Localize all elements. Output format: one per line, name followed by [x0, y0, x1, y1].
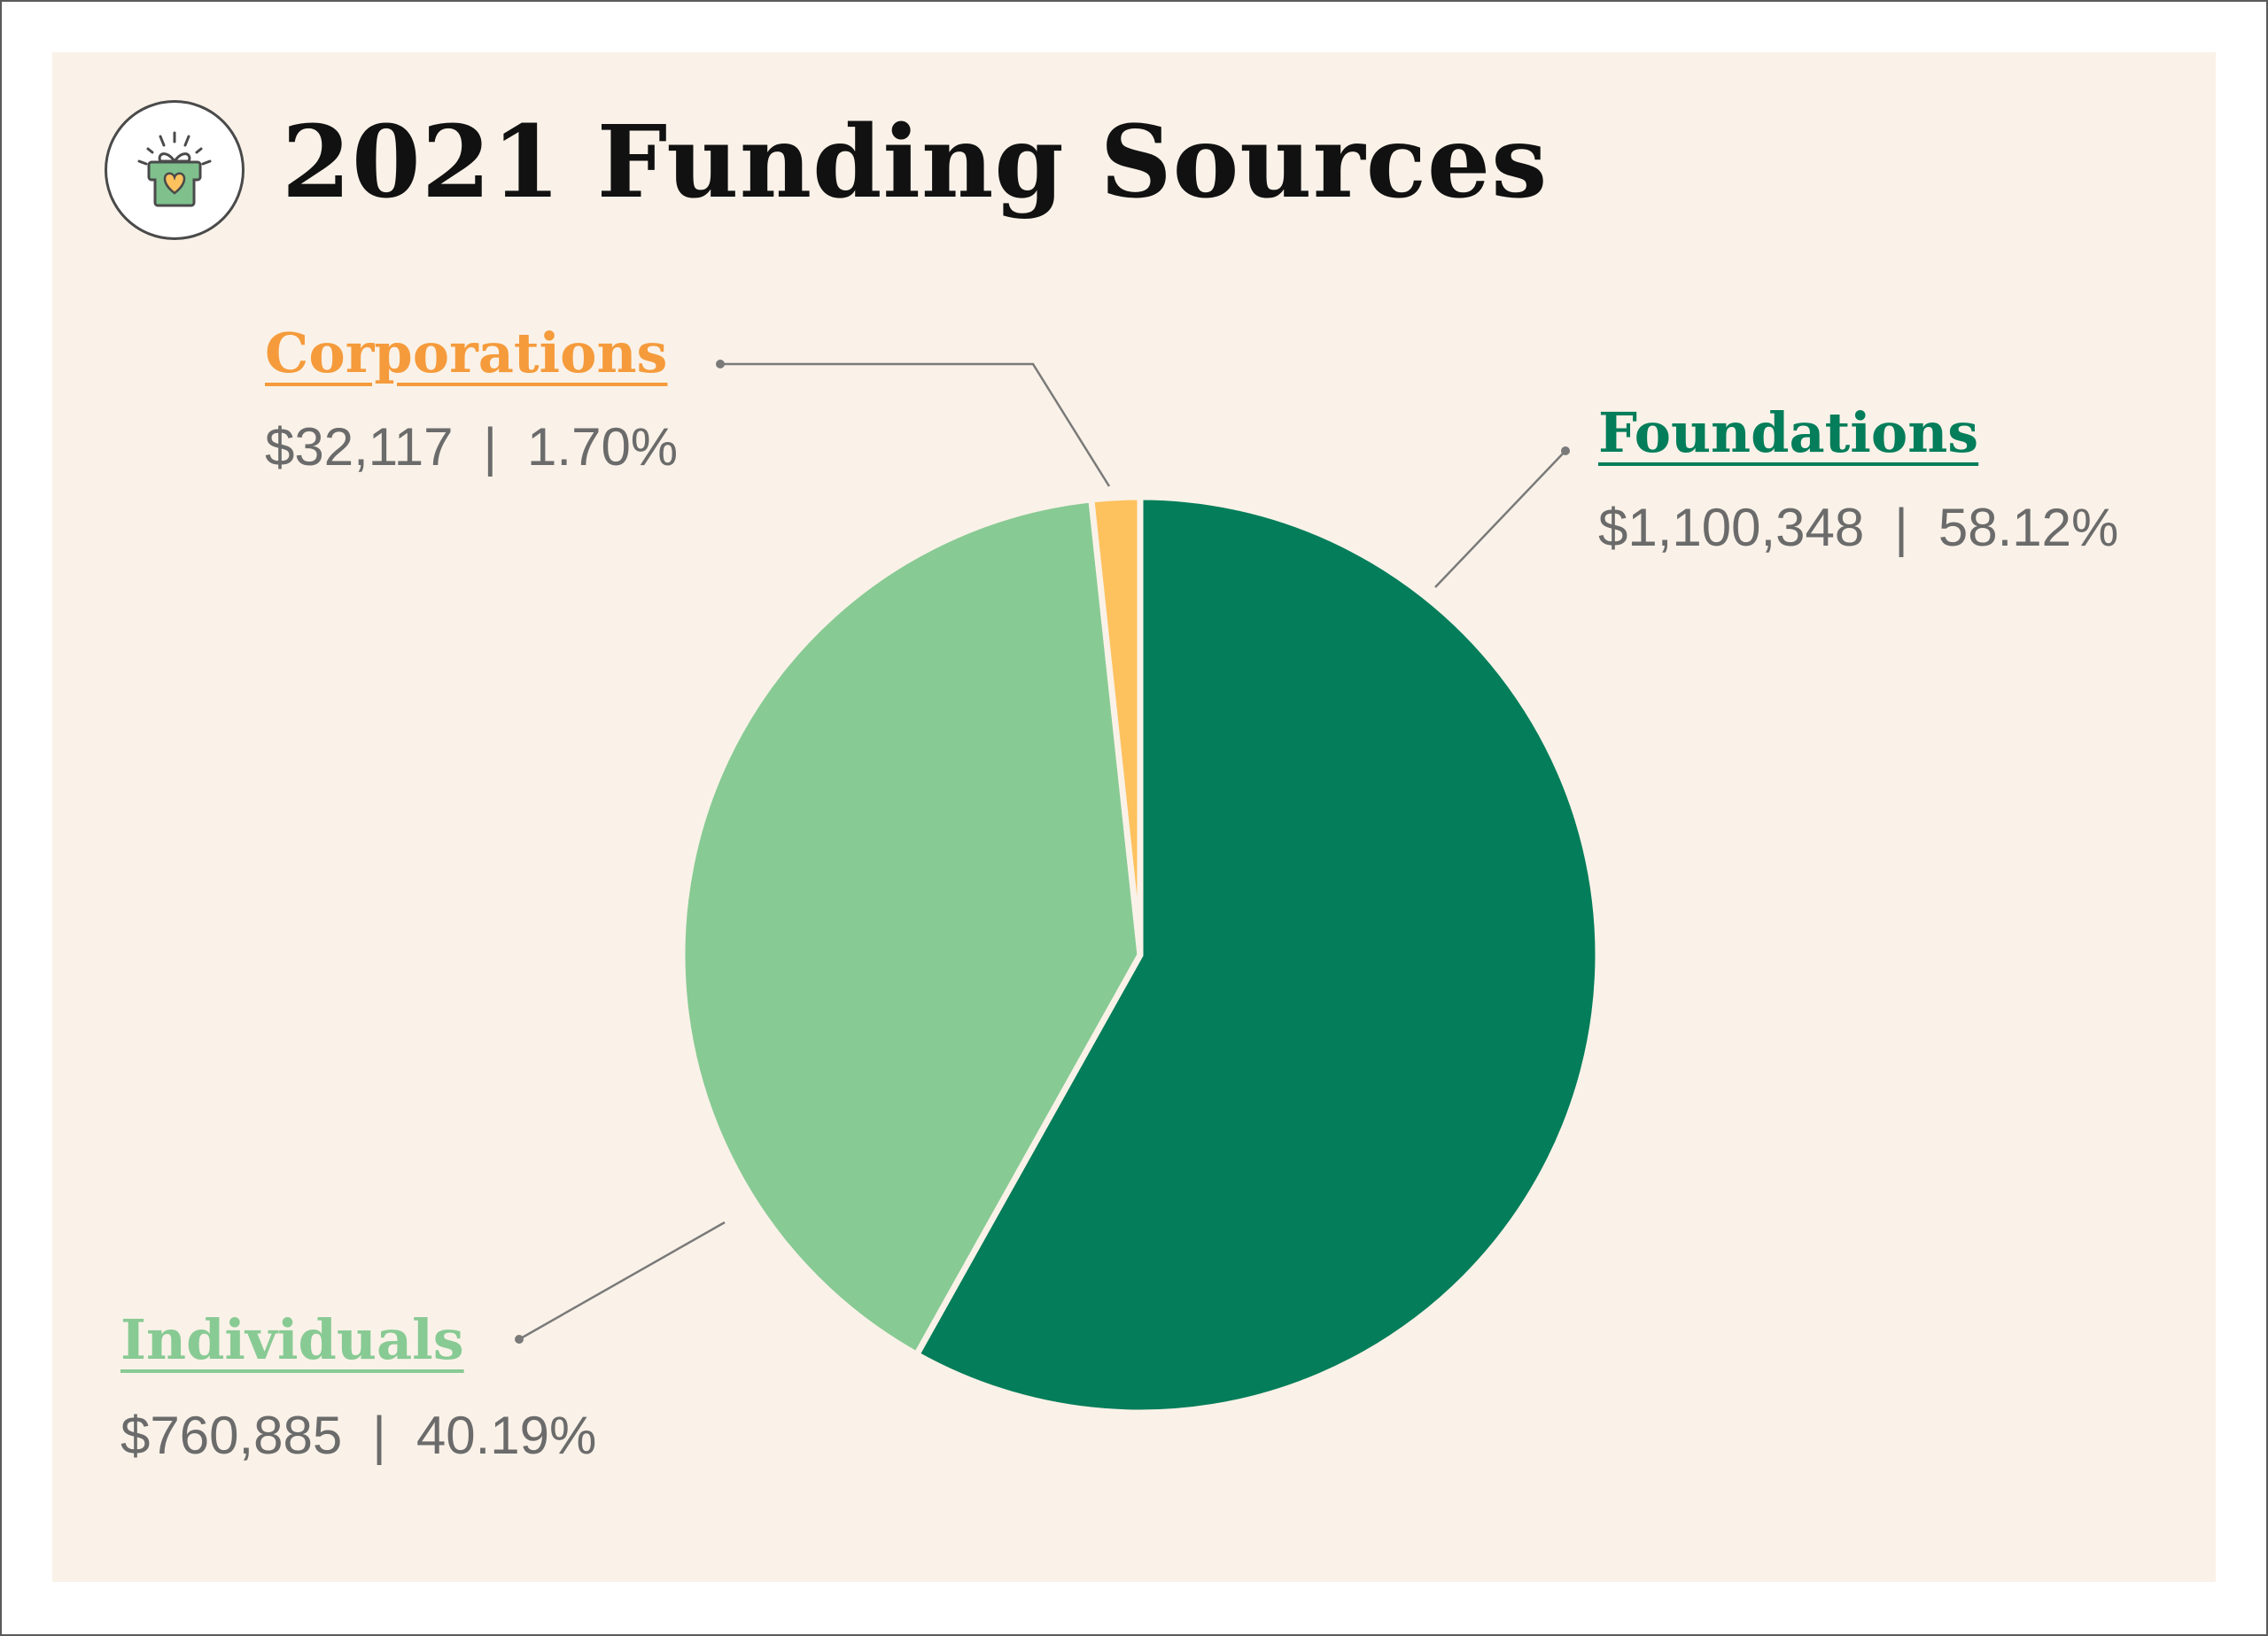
- percent-corporations: 1.70%: [527, 417, 679, 477]
- separator: |: [483, 417, 498, 477]
- leader-line-foundations: [1434, 450, 1566, 588]
- pie-slice-individuals: [679, 496, 1144, 1358]
- separator: |: [372, 1406, 386, 1465]
- value-individuals: $760,885 | 40.19%: [120, 1405, 596, 1466]
- pie-slice-foundations: [913, 493, 1602, 1416]
- leader-dot-corporations: [716, 360, 725, 368]
- pie-slice-corporations: [1088, 493, 1144, 958]
- amount-foundations: $1,100,348: [1598, 498, 1865, 557]
- value-corporations: $32,117 | 1.70%: [265, 416, 678, 477]
- gift-heart-icon: [105, 100, 245, 240]
- label-corporations: Corporations: [265, 321, 668, 385]
- separator: |: [1894, 498, 1908, 557]
- amount-corporations: $32,117: [265, 417, 454, 477]
- chart-title: 2021 Funding Sources: [282, 105, 1549, 221]
- leader-dot-individuals: [515, 1335, 524, 1344]
- percent-foundations: 58.12%: [1938, 498, 2119, 557]
- value-foundations: $1,100,348 | 58.12%: [1598, 497, 2118, 558]
- label-foundations: Foundations: [1598, 400, 1979, 465]
- leader-line-corporations: [720, 362, 1111, 487]
- leader-dot-foundations: [1561, 446, 1570, 455]
- leader-line-individuals: [518, 1221, 726, 1341]
- amount-individuals: $760,885: [120, 1406, 343, 1465]
- label-individuals: Individuals: [120, 1307, 464, 1372]
- percent-individuals: 40.19%: [416, 1406, 597, 1465]
